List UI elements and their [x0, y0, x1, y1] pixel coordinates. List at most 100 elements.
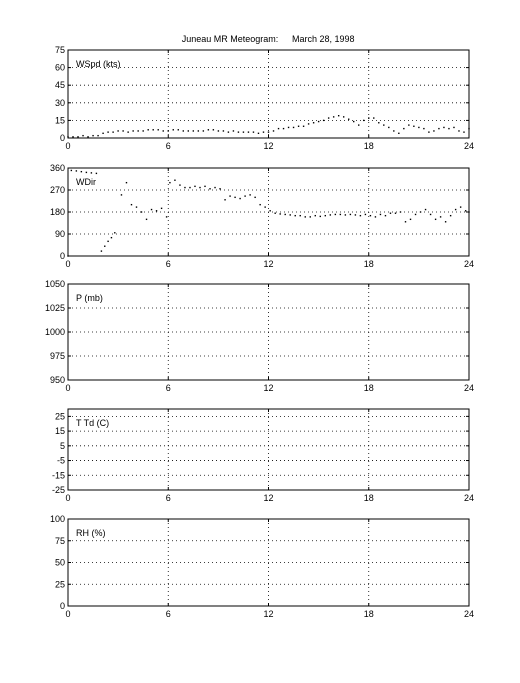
data-point	[224, 199, 226, 201]
x-tick-label: 18	[364, 259, 374, 269]
data-point	[449, 214, 452, 217]
data-point	[162, 130, 164, 132]
panel-p: 0 6 12 18 24 950 975 1000 1025 1050 P (mb)	[45, 279, 474, 393]
data-point	[358, 124, 360, 126]
y-tick-label: 0	[60, 601, 65, 611]
x-tick-label: 18	[364, 383, 374, 393]
y-tick-label: 5	[60, 441, 65, 451]
data-point	[354, 214, 357, 216]
data-point	[167, 130, 169, 132]
data-point	[292, 126, 295, 129]
x-tick-label: 12	[263, 609, 273, 619]
y-tick-label: 25	[55, 411, 65, 421]
data-point	[299, 214, 301, 217]
data-point	[147, 129, 149, 131]
data-point	[324, 214, 327, 217]
data-point	[254, 196, 256, 199]
data-point	[120, 194, 123, 196]
panel-wdir: 0 6 12 18 24 0 90 180 270 360 WDir	[50, 163, 474, 269]
data-point	[443, 126, 445, 129]
data-point	[307, 123, 310, 125]
data-point	[125, 181, 128, 184]
data-point	[142, 130, 144, 132]
y-tick-label: 950	[50, 375, 65, 385]
data-point	[284, 213, 286, 216]
data-point	[312, 122, 315, 124]
data-point	[373, 117, 375, 119]
data-point	[70, 169, 73, 172]
data-point	[155, 210, 158, 212]
data-point	[344, 214, 347, 216]
y-tick-label: 1025	[45, 303, 65, 313]
x-tick-label: 24	[464, 141, 474, 151]
data-point	[342, 116, 345, 118]
data-point	[418, 126, 420, 129]
data-point	[82, 134, 84, 137]
data-point	[237, 131, 240, 133]
data-point	[319, 215, 321, 218]
data-point	[177, 129, 179, 131]
data-point	[194, 185, 196, 188]
data-point	[353, 120, 355, 123]
data-point	[247, 131, 250, 133]
data-point	[322, 119, 325, 122]
data-point	[279, 213, 281, 215]
data-point	[468, 211, 470, 213]
data-point	[204, 185, 206, 188]
data-point	[202, 130, 205, 132]
y-tick-label: 360	[50, 163, 65, 173]
x-tick-label: 0	[65, 609, 70, 619]
data-point	[404, 221, 407, 223]
data-point	[140, 211, 143, 213]
data-point	[428, 131, 430, 133]
data-point	[67, 136, 69, 138]
data-point	[294, 214, 296, 217]
data-point	[157, 129, 159, 131]
data-point	[424, 208, 427, 211]
data-point	[267, 131, 270, 133]
y-tick-label: 45	[55, 80, 65, 90]
data-point	[287, 126, 290, 129]
data-point	[90, 172, 93, 174]
data-point	[234, 196, 236, 199]
y-tick-label: 30	[55, 98, 65, 108]
panel-t: 0 6 12 18 24 -25 -15 -5 5 15 25 T Td (C)	[52, 408, 474, 503]
y-tick-label: 0	[60, 251, 65, 261]
data-point	[174, 179, 176, 181]
panel-wspd: 0 6 12 18 24 0 15 30 45 60 75 WSpd (kts)	[55, 45, 474, 151]
data-point	[329, 214, 332, 216]
x-tick-label: 6	[166, 493, 171, 503]
data-point	[145, 218, 148, 221]
data-point	[423, 127, 425, 130]
x-tick-label: 0	[65, 141, 70, 151]
chart-title: Juneau MR Meteogram:	[182, 34, 279, 44]
panel-label: P (mb)	[76, 293, 103, 303]
panel-label: T Td (C)	[76, 418, 109, 428]
data-point	[413, 125, 415, 127]
data-point	[97, 134, 99, 137]
data-point	[364, 213, 367, 216]
data-point	[87, 136, 89, 138]
y-tick-label: 25	[55, 579, 65, 589]
data-point	[207, 129, 210, 131]
data-point	[304, 216, 306, 218]
data-point	[433, 130, 435, 132]
data-point	[379, 213, 382, 216]
data-point	[135, 206, 138, 208]
data-point	[302, 125, 305, 127]
data-point	[95, 172, 98, 175]
data-point	[232, 130, 235, 132]
data-point	[92, 134, 94, 137]
data-point	[349, 213, 352, 216]
data-point	[257, 132, 260, 135]
data-point	[378, 122, 380, 124]
data-point	[388, 126, 390, 129]
data-point	[172, 129, 174, 131]
data-point	[398, 132, 400, 135]
y-tick-label: 50	[55, 558, 65, 568]
y-tick-label: 60	[55, 63, 65, 73]
data-point	[348, 118, 350, 120]
x-tick-label: 24	[464, 609, 474, 619]
x-tick-label: 6	[166, 609, 171, 619]
